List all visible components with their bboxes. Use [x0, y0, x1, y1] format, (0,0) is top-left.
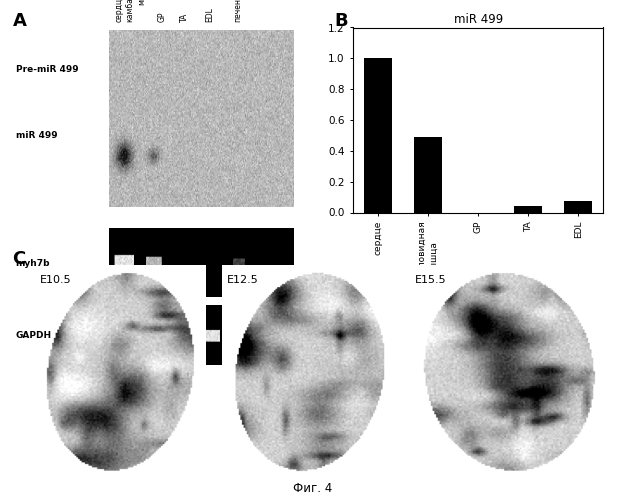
Text: myh7b: myh7b [16, 260, 50, 268]
Text: E15.5: E15.5 [414, 275, 446, 285]
Bar [514, 206, 542, 212]
Text: miR 499: miR 499 [16, 130, 58, 140]
Bar [364, 58, 392, 212]
Text: A: A [12, 12, 26, 30]
Text: TA: TA [180, 13, 189, 22]
Title: miR 499: miR 499 [454, 14, 503, 26]
Text: сердце: сердце [114, 0, 123, 22]
Bar [414, 137, 442, 212]
Text: E12.5: E12.5 [227, 274, 258, 284]
Text: B: B [334, 12, 348, 30]
Text: C: C [12, 250, 26, 268]
Text: камбаловидная
мышца: камбаловидная мышца [126, 0, 146, 22]
Text: Pre-miR 499: Pre-miR 499 [16, 66, 78, 74]
Bar [564, 201, 592, 212]
Text: E10.5: E10.5 [39, 275, 71, 285]
Text: GP: GP [158, 12, 167, 22]
Text: EDL: EDL [206, 8, 214, 22]
Text: печень: печень [233, 0, 242, 22]
Text: GAPDH: GAPDH [16, 332, 52, 340]
Text: Фиг. 4: Фиг. 4 [293, 482, 332, 495]
